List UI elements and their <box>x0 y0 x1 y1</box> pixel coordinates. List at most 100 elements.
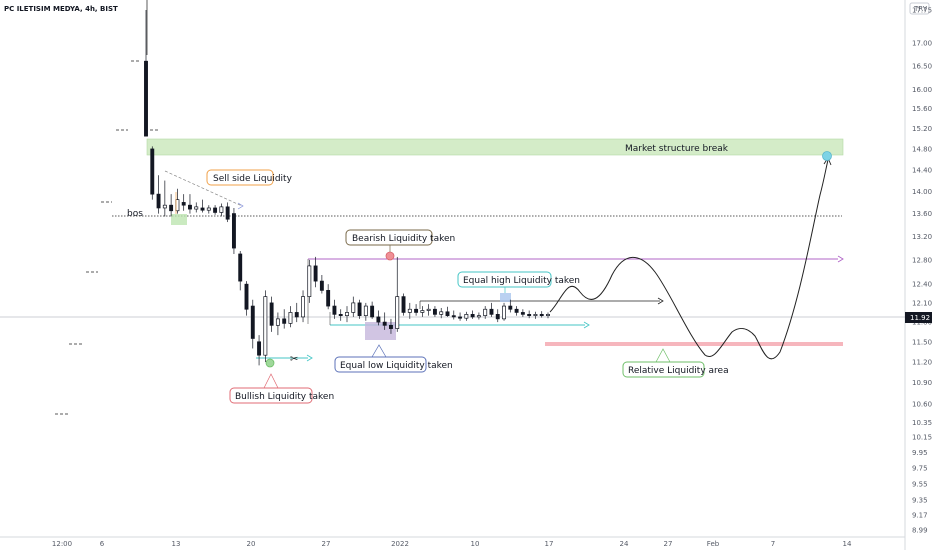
relative-liquidity-zone <box>545 342 843 346</box>
price-tick-label: 14.40 <box>912 166 932 174</box>
msb-marker <box>822 151 832 161</box>
candle-body <box>269 302 274 326</box>
candle-body <box>301 296 305 318</box>
time-tick-label: 7 <box>771 540 775 548</box>
sell-side-callout: Sell side Liquidity <box>175 169 293 214</box>
candle-body <box>181 202 186 206</box>
time-tick-label: 14 <box>843 540 852 548</box>
time-tick-label: 27 <box>664 540 673 548</box>
candle-body <box>288 312 293 324</box>
candle-body <box>407 308 412 313</box>
candle-body <box>238 253 243 282</box>
candle-body <box>376 316 381 323</box>
equal-low-arrow <box>583 321 590 329</box>
time-tick-label: 13 <box>172 540 181 548</box>
candle-body <box>219 206 224 213</box>
cut-icon: ✂ <box>290 354 298 365</box>
time-tick-label: 2022 <box>391 540 409 548</box>
equal-low-callout: Equal low Liquidity taken <box>334 344 453 373</box>
candle-body <box>156 193 161 209</box>
time-tick-label: 6 <box>100 540 105 548</box>
candle-body <box>194 206 199 210</box>
price-tick-label: 14.80 <box>912 145 932 153</box>
svg-text:TRY: TRY <box>913 5 928 13</box>
bos-label: bos <box>127 209 143 219</box>
sell-side-trendline <box>164 170 243 207</box>
candle-body <box>470 314 475 318</box>
candle-body <box>514 308 519 313</box>
candle-body <box>275 318 280 326</box>
candle-body <box>162 204 167 209</box>
equal-high-callout: Equal high Liquidity taken <box>457 271 580 293</box>
price-tick-label: 12.10 <box>912 299 932 307</box>
candle-body <box>169 204 174 212</box>
price-tick-label: 9.17 <box>912 511 928 519</box>
candles <box>144 10 550 366</box>
price-tick-label: 9.75 <box>912 464 928 472</box>
candle-body <box>225 206 230 220</box>
candle-body <box>389 324 393 329</box>
price-tick-label: 14.00 <box>912 188 932 196</box>
price-tick-label: 10.35 <box>912 419 932 427</box>
equal-high-arrow <box>657 297 664 305</box>
price-tick-label: 11.20 <box>912 358 932 366</box>
time-tick-label: 12:00 <box>52 540 72 548</box>
candle-body <box>257 341 262 356</box>
candle-body <box>206 207 211 211</box>
candle-body <box>357 302 362 316</box>
bearish-arrow-head <box>837 255 844 263</box>
sell-side-zone <box>171 214 187 225</box>
market-structure-break-label: Market structure break <box>625 144 729 154</box>
svg-text:Bullish Liquidity taken: Bullish Liquidity taken <box>235 392 334 402</box>
candle-body <box>502 305 506 320</box>
candle-body <box>144 60 148 137</box>
candle-body <box>250 305 255 339</box>
candle-body <box>332 305 337 315</box>
equal-low-box <box>365 322 396 340</box>
candle-body <box>539 314 544 316</box>
candle-body <box>345 312 349 316</box>
candle-body <box>351 302 356 313</box>
time-tick-label: 27 <box>322 540 331 548</box>
candle-body <box>458 316 463 319</box>
price-tick-label: 16.00 <box>912 86 932 94</box>
candle-body <box>370 305 375 318</box>
price-tick-label: 9.35 <box>912 496 928 504</box>
candle-body <box>451 315 456 318</box>
svg-text:Equal low Liquidity taken: Equal low Liquidity taken <box>340 361 453 371</box>
candle-body <box>439 311 444 315</box>
time-tick-label: 20 <box>247 540 256 548</box>
candle-body <box>294 312 299 318</box>
candle-body <box>495 314 500 320</box>
equal-high-box <box>500 293 511 302</box>
price-tick-label: 10.90 <box>912 379 932 387</box>
left-price-markers <box>55 60 158 415</box>
candle-body <box>432 308 437 315</box>
candle-body <box>464 314 469 319</box>
price-tick-label: 10.60 <box>912 401 932 409</box>
price-tick-label: 13.60 <box>912 210 932 218</box>
price-tick-label: 9.95 <box>912 449 928 457</box>
candle-body <box>401 296 406 313</box>
currency-badge: TRY <box>909 2 930 15</box>
price-tick-label: 8.99 <box>912 527 928 535</box>
price-tick-label: 11.50 <box>912 338 932 346</box>
time-axis: 12:00 6 13 20 27 2022 10 17 24 27 Feb 7 14 <box>52 540 852 548</box>
bearish-marker <box>385 251 395 261</box>
svg-text:11.92: 11.92 <box>910 314 930 322</box>
candle-body <box>445 311 450 316</box>
candle-body <box>188 204 192 210</box>
candle-body <box>363 305 368 316</box>
price-tick-label: 17.00 <box>912 40 932 48</box>
candle-body <box>319 280 324 291</box>
candle-body <box>489 308 494 315</box>
candle-body <box>244 283 249 310</box>
projection-path <box>549 159 829 360</box>
relative-liquidity-callout: Relative Liquidity area <box>622 348 729 378</box>
svg-text:Sell side Liquidity: Sell side Liquidity <box>213 174 293 184</box>
price-tick-label: 13.20 <box>912 233 932 241</box>
price-tick-label: 15.60 <box>912 105 932 113</box>
time-tick-label: 17 <box>545 540 554 548</box>
candle-body <box>213 207 218 213</box>
